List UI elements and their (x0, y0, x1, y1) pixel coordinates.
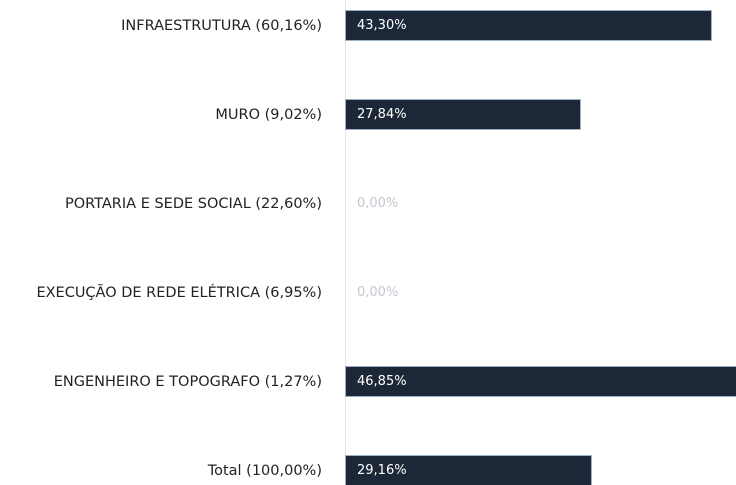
bar (345, 10, 713, 41)
category-label: MURO (9,02%) (215, 106, 322, 123)
category-row: INFRAESTRUTURA (60,16%) (121, 0, 322, 56)
category-row: ENGENHEIRO E TOPOGRAFO (1,27%) (54, 352, 322, 412)
value-label: 46,85% (357, 374, 407, 389)
category-label: ENGENHEIRO E TOPOGRAFO (1,27%) (53, 373, 322, 390)
value-label: 43,30% (357, 18, 407, 33)
bar (345, 455, 593, 485)
value-label: 29,16% (357, 463, 407, 478)
category-label: PORTARIA E SEDE SOCIAL (22,60%) (64, 195, 322, 212)
category-row: PORTARIA E SEDE SOCIAL (22,60%) (65, 174, 322, 234)
value-label: 27,84% (357, 107, 407, 122)
category-label: Total (100,00%) (207, 462, 322, 479)
value-label: 0,00% (357, 196, 399, 211)
bar (345, 366, 736, 397)
category-row: EXECUÇÃO DE REDE ELÉTRICA (6,95%) (36, 263, 322, 323)
category-row: MURO (9,02%) (215, 85, 322, 145)
axis-line (345, 0, 346, 485)
value-label: 0,00% (357, 285, 399, 300)
bar (345, 99, 582, 130)
category-label: INFRAESTRUTURA (60,16%) (121, 17, 322, 34)
category-row: Total (100,00%) (208, 441, 322, 485)
category-label: EXECUÇÃO DE REDE ELÉTRICA (6,95%) (36, 284, 322, 301)
